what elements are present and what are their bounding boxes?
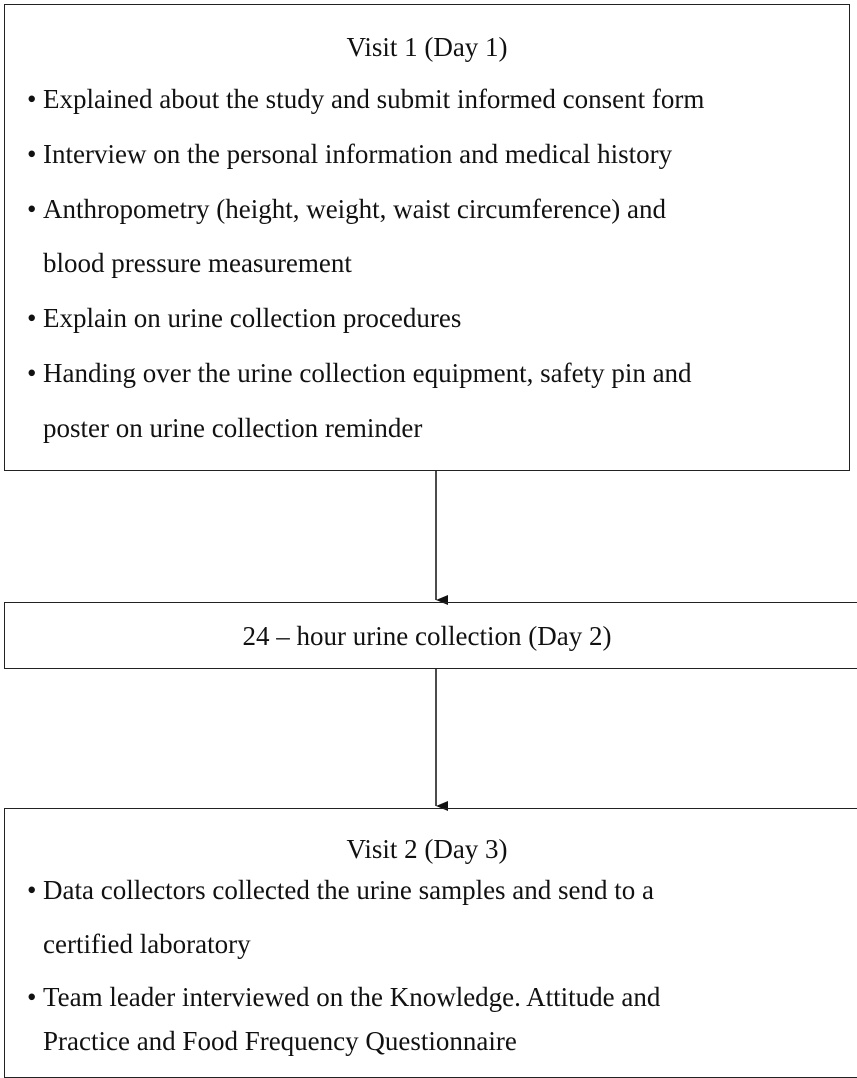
bullet-dot: • bbox=[27, 84, 37, 114]
bullet-text: Anthropometry (height, weight, waist cir… bbox=[43, 194, 667, 224]
step-box: 24 – hour urine collection (Day 2) bbox=[4, 602, 857, 669]
bullet-text: certified laboratory bbox=[43, 929, 251, 959]
box-title: 24 – hour urine collection (Day 2) bbox=[242, 621, 612, 651]
bullet-text: Interview on the personal information an… bbox=[43, 139, 673, 169]
bullet-text: poster on urine collection reminder bbox=[43, 413, 423, 443]
bullet-text: blood pressure measurement bbox=[43, 248, 352, 278]
step-box: Visit 1 (Day 1) • Explained about the stud… bbox=[4, 4, 850, 471]
bullet-dot: • bbox=[27, 982, 37, 1012]
bullet-dot: • bbox=[27, 139, 37, 169]
box-title: Visit 1 (Day 1) bbox=[346, 32, 508, 62]
bullet-dot: • bbox=[27, 194, 37, 224]
box-title: Visit 2 (Day 3) bbox=[346, 834, 508, 864]
step-box: Visit 2 (Day 3) • Data collectors collecte… bbox=[4, 808, 857, 1078]
bullet-text: Team leader interviewed on the Knowledge… bbox=[43, 982, 661, 1012]
bullet-dot: • bbox=[27, 358, 37, 388]
bullet-text: Practice and Food Frequency Questionnair… bbox=[43, 1026, 517, 1056]
bullet-text: Handing over the urine collection equipm… bbox=[43, 358, 692, 388]
bullet-dot: • bbox=[27, 303, 37, 333]
bullet-dot: • bbox=[27, 875, 37, 905]
bullet-text: Data collectors collected the urine samp… bbox=[43, 875, 655, 905]
bullet-text: Explained about the study and submit inf… bbox=[43, 84, 705, 114]
bullet-text: Explain on urine collection procedures bbox=[43, 303, 462, 333]
